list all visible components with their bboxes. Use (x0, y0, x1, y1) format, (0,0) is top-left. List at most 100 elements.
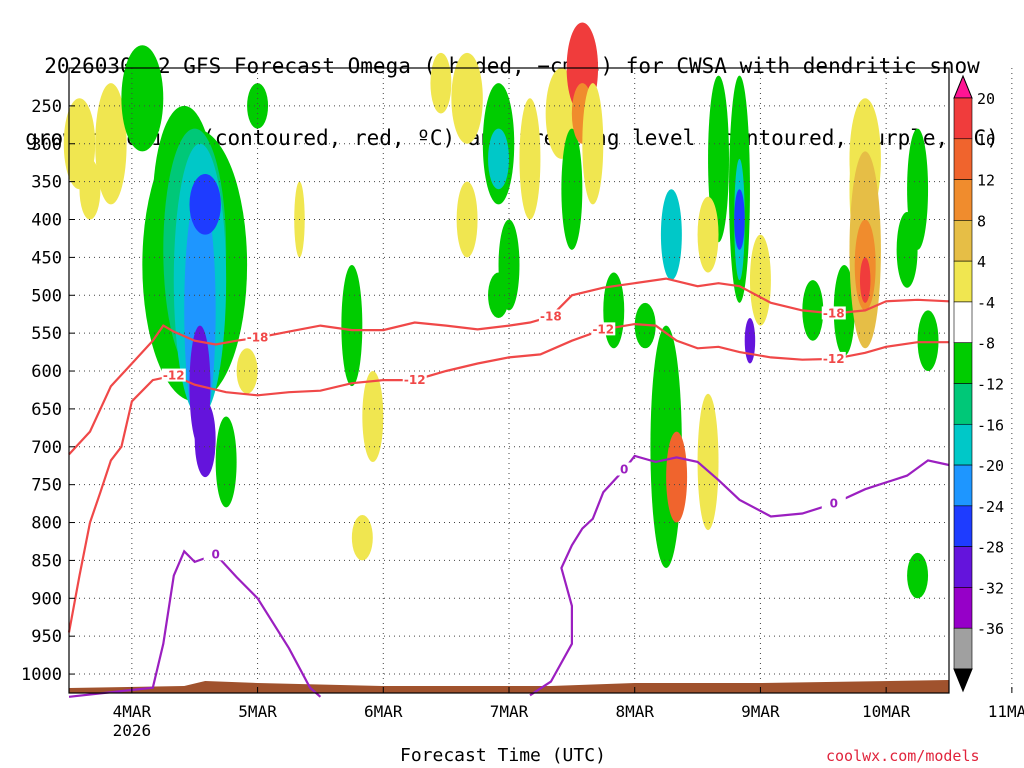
colorbar-label-12: -32 (977, 579, 1004, 597)
omega-shade-28 (561, 128, 583, 250)
dgz-label-18-c-bg (821, 306, 846, 320)
dgz-label-12-a: -12 (163, 369, 185, 383)
colorbar-label-5: -4 (977, 294, 995, 312)
colorbar-label-3: 8 (977, 212, 986, 230)
colorbar: 20 16 12 8 4 -4 -8 -12 -16 -20 -24 -28 -32 -36 (953, 74, 1004, 693)
colorbar-label-9: -20 (977, 457, 1004, 475)
omega-shade-37 (708, 75, 729, 243)
contour-layer: -18 -18 -18 -12 -12 -12 -12 0 0 0 (67, 277, 950, 698)
y-tick-label-15: 1000 (21, 665, 62, 685)
omega-shade-18 (351, 514, 373, 561)
omega-shade-12 (215, 416, 237, 508)
omega-shade-11 (194, 401, 216, 478)
colorbar-box-10 (953, 505, 973, 547)
y-tick-label-10: 750 (31, 476, 62, 496)
omega-shade-16 (341, 264, 363, 387)
dgz-label-12-c-bg (591, 322, 616, 336)
dgz-label-12-d-bg (821, 351, 846, 365)
freezing-label-c: 0 (830, 497, 838, 511)
omega-shade-39 (697, 393, 719, 531)
colorbar-label-2: 12 (977, 172, 995, 190)
colorbar-bottom-arrow (953, 668, 973, 693)
freezing-label-a: 0 (211, 547, 219, 561)
x-axis: 4MAR 5MAR 6MAR 7MAR 8MAR 9MAR 10MAR 11MAR 2026 (113, 687, 1024, 740)
y-tick-label-6: 550 (31, 324, 62, 344)
omega-shade-9 (189, 174, 221, 235)
omega-shade-13 (247, 83, 269, 129)
colorbar-box-12 (953, 587, 973, 629)
x-tick-label-1: 5MAR (238, 702, 277, 721)
colorbar-label-8: -16 (977, 416, 1004, 434)
dgz-label-18-a: -18 (247, 331, 269, 345)
dgz-label-12-c: -12 (592, 322, 614, 336)
omega-shade-43 (744, 318, 756, 364)
colorbar-label-4: 4 (977, 253, 986, 271)
y-tick-label-1: 300 (31, 135, 62, 155)
colorbar-box-7 (953, 383, 973, 425)
freezing-level-contour-a (68, 549, 322, 698)
freezing-label-a-bg (203, 547, 228, 561)
freezing-label-b: 0 (620, 463, 628, 477)
colorbar-box-0 (953, 97, 973, 140)
y-tick-label-4: 450 (31, 248, 62, 268)
colorbar-label-11: -28 (977, 539, 1004, 557)
omega-shade-1 (95, 83, 127, 205)
omega-shade-22 (488, 128, 509, 190)
y-tick-label-8: 650 (31, 400, 62, 420)
colorbar-box-9 (953, 464, 973, 507)
dgz-upper-contour (68, 277, 950, 456)
x-tick-label-4: 8MAR (615, 702, 654, 721)
omega-shading-layer (63, 22, 939, 599)
colorbar-label-7: -12 (977, 376, 1004, 394)
colorbar-box-3 (953, 220, 973, 262)
omega-shade-26 (488, 272, 509, 318)
x-tick-label-0: 4MAR (113, 702, 152, 721)
dgz-label-18-b-bg (538, 309, 563, 323)
omega-shade-14 (236, 348, 258, 394)
freezing-level-contour-b (529, 454, 950, 697)
y-tick-label-13: 900 (31, 589, 62, 609)
dgz-label-12-b-bg (402, 373, 427, 387)
omega-shade-23 (456, 181, 478, 258)
colorbar-box-8 (953, 423, 973, 466)
gridlines (69, 68, 1013, 693)
terrain-surface (69, 680, 949, 693)
omega-shade-25 (519, 98, 541, 220)
omega-shade-32 (603, 272, 625, 349)
omega-shade-19 (430, 52, 452, 114)
freezing-label-b-bg (612, 462, 637, 476)
y-tick-label-3: 400 (31, 211, 62, 231)
colorbar-label-10: -24 (977, 498, 1004, 516)
omega-shade-17 (362, 371, 384, 462)
x-axis-title: Forecast Time (UTC) (400, 745, 606, 766)
x-tick-label-5: 9MAR (741, 702, 780, 721)
omega-shade-2 (79, 158, 101, 220)
x-tick-label-6: 10MAR (862, 702, 911, 721)
freezing-label-c-bg (821, 496, 846, 510)
y-tick-label-14: 950 (31, 627, 62, 647)
omega-shade-3 (121, 45, 164, 152)
dgz-lower-contour (67, 322, 949, 633)
omega-shade-35 (660, 189, 682, 281)
colorbar-box-1 (953, 138, 973, 180)
omega-shade-31 (582, 83, 604, 205)
colorbar-box-11 (953, 546, 973, 588)
y-tick-label-12: 850 (31, 551, 62, 571)
omega-shade-38 (697, 196, 719, 273)
omega-shade-20 (451, 52, 483, 144)
colorbar-label-6: -8 (977, 335, 995, 353)
x-tick-label-2: 6MAR (364, 702, 403, 721)
dgz-label-12-a-bg (161, 368, 186, 382)
terrain-layer (69, 680, 949, 693)
omega-shade-54 (917, 310, 939, 372)
y-tick-label-11: 800 (31, 514, 62, 534)
credit-link[interactable]: coolwx.com/models (826, 747, 980, 765)
dgz-label-18-c: -18 (823, 306, 845, 320)
y-axis: 250 300 350 400 450 500 550 600 650 700 750 800 850 9… (21, 97, 75, 685)
y-tick-label-2: 350 (31, 173, 62, 193)
omega-shade-44 (749, 234, 771, 326)
colorbar-box-13 (953, 627, 973, 670)
x-tick-label-3: 7MAR (490, 702, 529, 721)
colorbar-top-arrow (953, 74, 973, 99)
colorbar-box-4 (953, 260, 973, 303)
